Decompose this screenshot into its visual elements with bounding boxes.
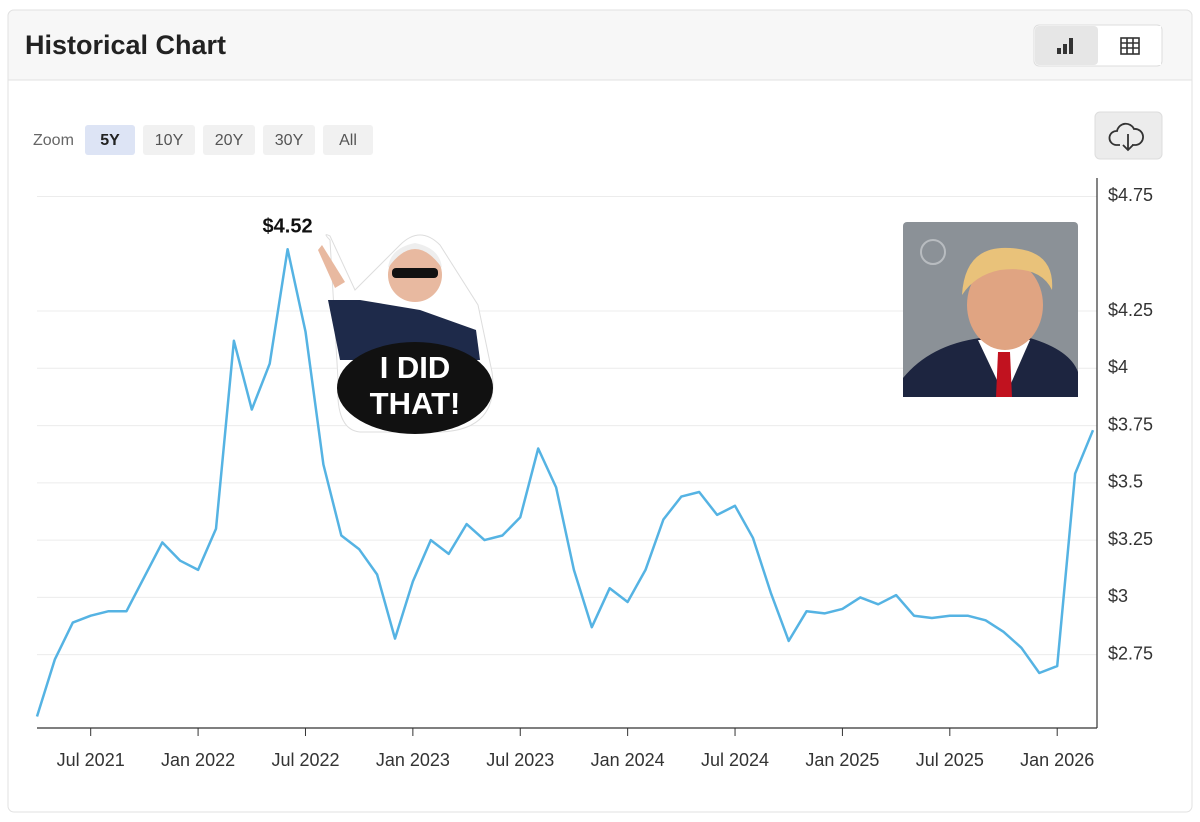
sunglasses: [392, 268, 438, 278]
suit: [903, 338, 1078, 397]
y-tick-label: $4.25: [1108, 300, 1153, 320]
y-tick-label: $3: [1108, 586, 1128, 606]
y-tick-label: $3.5: [1108, 472, 1143, 492]
download-icon: [1108, 122, 1144, 152]
sticker: I DID THAT!: [318, 234, 494, 434]
zoom-button[interactable]: [85, 125, 135, 155]
zoom-option: 30Y: [275, 132, 304, 149]
y-tick-label: $4.75: [1108, 185, 1153, 205]
x-tick-label: Jul 2025: [916, 750, 984, 770]
y-tick-label: $3.25: [1108, 529, 1153, 549]
mugshot: [903, 222, 1078, 397]
zoom-button[interactable]: [263, 125, 315, 155]
plot: $4.75 $4.25 $4 $3.75 $3.5 $3.25 $3 $2.75 Jul 202…: [35, 178, 1153, 770]
table-view-button[interactable]: [1099, 26, 1161, 65]
zoom-option: All: [339, 132, 357, 149]
hair: [962, 247, 1053, 295]
zoom-button[interactable]: [143, 125, 195, 155]
x-tick-label: Jan 2026: [1020, 750, 1094, 770]
sticker-text: THAT!: [370, 386, 461, 421]
seal: [920, 239, 946, 265]
x-tick-label: Jan 2022: [161, 750, 235, 770]
x-tick-label: Jul 2024: [701, 750, 769, 770]
zoom-label: Zoom: [33, 132, 74, 149]
x-tick-label: Jan 2024: [591, 750, 665, 770]
speech-bubble: [337, 342, 493, 434]
view-toggle: [1033, 24, 1163, 67]
zoom-buttons: 5Y 10Y 20Y 30Y All: [85, 125, 373, 155]
x-tick-label: Jul 2021: [57, 750, 125, 770]
y-tick-label: $3.75: [1108, 414, 1153, 434]
x-tick-label: Jan 2025: [805, 750, 879, 770]
y-tick-label: $4: [1108, 357, 1128, 377]
y-tick-label: $2.75: [1108, 643, 1153, 663]
zoom-button[interactable]: [323, 125, 373, 155]
bar-icon: [1057, 38, 1073, 54]
card-header: [7, 9, 1193, 81]
table-icon: [1120, 37, 1140, 55]
hair: [388, 243, 442, 268]
pointing-hand: [318, 245, 345, 288]
face: [967, 260, 1043, 350]
page-title: Historical Chart: [25, 30, 226, 60]
zoom-option: 10Y: [155, 132, 184, 149]
x-tick-label: Jan 2023: [376, 750, 450, 770]
peak-label: $4.52: [263, 215, 313, 237]
zoom-option: 20Y: [215, 132, 244, 149]
x-tick-label: Jul 2022: [271, 750, 339, 770]
zoom-button[interactable]: [203, 125, 255, 155]
zoom-option: 5Y: [100, 132, 120, 149]
x-tick-label: Jul 2023: [486, 750, 554, 770]
sticker-text: I DID: [380, 350, 451, 385]
price-line: [35, 247, 1095, 717]
tie: [996, 352, 1012, 397]
